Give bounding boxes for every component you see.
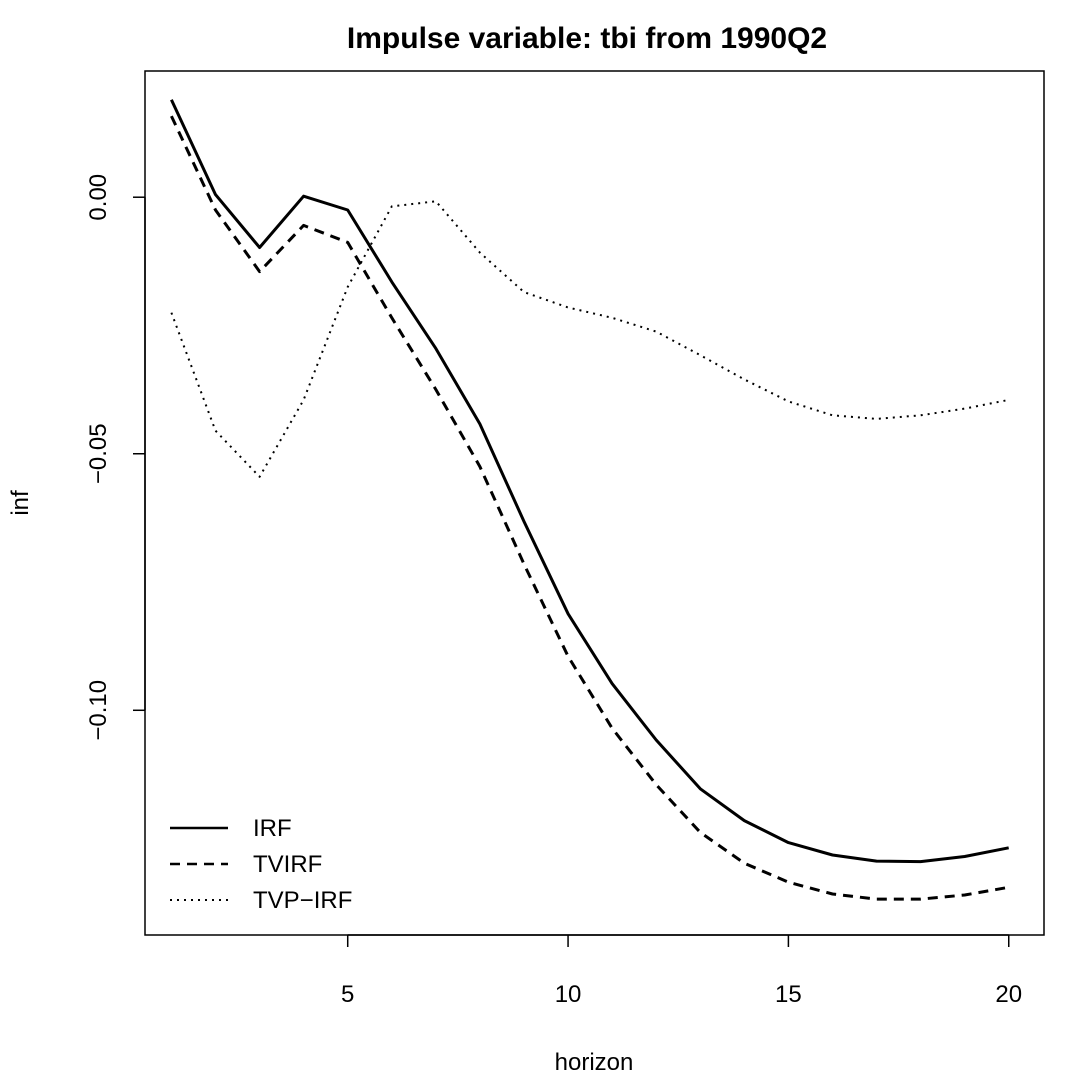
x-tick-label: 15 (775, 981, 802, 1008)
y-tick-label: −0.10 (85, 680, 112, 741)
legend-label: TVIRF (253, 851, 322, 878)
y-axis-label: inf (7, 490, 34, 516)
y-tick-label: −0.05 (85, 423, 112, 484)
x-tick-label: 20 (995, 981, 1022, 1008)
x-tick-label: 5 (341, 981, 354, 1008)
x-tick-label: 10 (555, 981, 582, 1008)
legend: IRF TVIRF TVP−IRF (170, 815, 352, 914)
legend-label: IRF (253, 815, 292, 842)
legend-label: TVP−IRF (253, 887, 352, 914)
x-axis-label: horizon (555, 1049, 634, 1076)
chart-title: Impulse variable: tbi from 1990Q2 (347, 22, 827, 55)
series-line-tvirf (170, 115, 1009, 901)
y-axis: 0.00 −0.05 −0.10 (85, 174, 146, 741)
series-line-irf (170, 99, 1009, 864)
y-tick-label: 0.00 (85, 174, 112, 221)
series-line-tvp-irf (170, 200, 1009, 478)
series-layer (170, 99, 1009, 901)
plot-frame (144, 70, 1045, 936)
x-axis: 5 10 15 20 (341, 934, 1022, 1008)
